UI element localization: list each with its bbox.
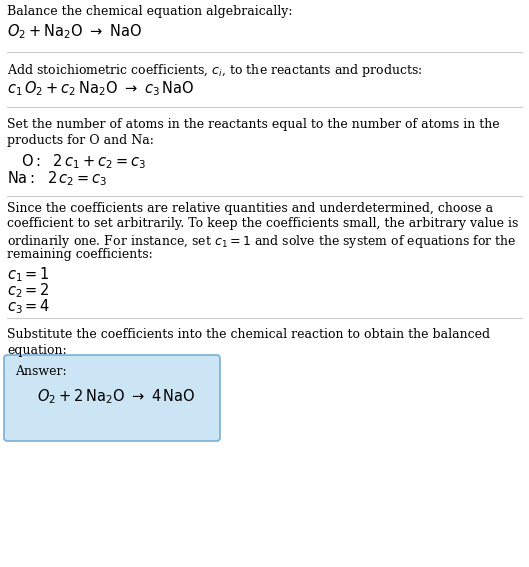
FancyBboxPatch shape (4, 355, 220, 441)
Text: $c_3 = 4$: $c_3 = 4$ (7, 297, 50, 316)
Text: Since the coefficients are relative quantities and underdetermined, choose a: Since the coefficients are relative quan… (7, 202, 493, 215)
Text: products for O and Na:: products for O and Na: (7, 134, 154, 147)
Text: ordinarily one. For instance, set $c_1 = 1$ and solve the system of equations fo: ordinarily one. For instance, set $c_1 =… (7, 233, 517, 250)
Text: $c_1\,O_2 + c_2\,\mathrm{Na}_2\mathrm{O}\ \rightarrow\ c_3\,\mathrm{NaO}$: $c_1\,O_2 + c_2\,\mathrm{Na}_2\mathrm{O}… (7, 79, 194, 98)
Text: Add stoichiometric coefficients, $c_i$, to the reactants and products:: Add stoichiometric coefficients, $c_i$, … (7, 62, 423, 79)
Text: Balance the chemical equation algebraically:: Balance the chemical equation algebraica… (7, 5, 293, 18)
Text: $c_1 = 1$: $c_1 = 1$ (7, 265, 50, 284)
Text: $c_2 = 2$: $c_2 = 2$ (7, 281, 50, 300)
Text: Answer:: Answer: (15, 365, 67, 378)
Text: $O_2 + \mathrm{Na}_2\mathrm{O}\ \rightarrow\ \mathrm{NaO}$: $O_2 + \mathrm{Na}_2\mathrm{O}\ \rightar… (7, 22, 142, 41)
Text: Set the number of atoms in the reactants equal to the number of atoms in the: Set the number of atoms in the reactants… (7, 118, 499, 131)
Text: Substitute the coefficients into the chemical reaction to obtain the balanced: Substitute the coefficients into the che… (7, 328, 490, 341)
Text: remaining coefficients:: remaining coefficients: (7, 248, 153, 261)
Text: $\mathrm{O{:}}\ \ 2\,c_1 + c_2 = c_3$: $\mathrm{O{:}}\ \ 2\,c_1 + c_2 = c_3$ (21, 152, 146, 171)
Text: coefficient to set arbitrarily. To keep the coefficients small, the arbitrary va: coefficient to set arbitrarily. To keep … (7, 217, 518, 230)
Text: equation:: equation: (7, 344, 67, 357)
Text: $\mathrm{Na{:}}\ \ 2\,c_2 = c_3$: $\mathrm{Na{:}}\ \ 2\,c_2 = c_3$ (7, 169, 107, 188)
Text: $O_2 + 2\,\mathrm{Na}_2\mathrm{O}\ \rightarrow\ 4\,\mathrm{NaO}$: $O_2 + 2\,\mathrm{Na}_2\mathrm{O}\ \righ… (37, 387, 195, 406)
